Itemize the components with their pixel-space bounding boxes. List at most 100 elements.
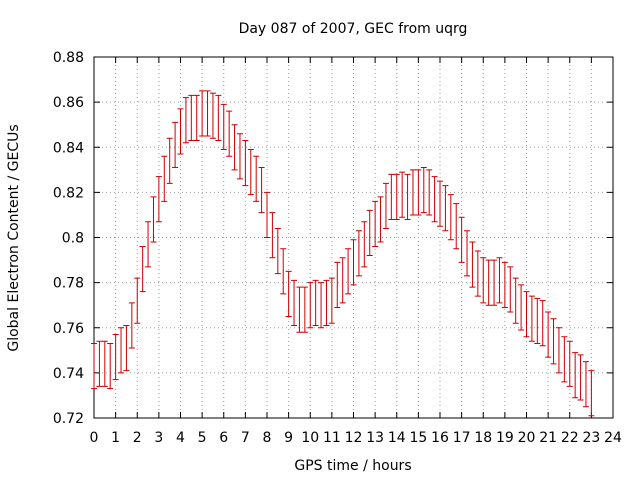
data-series (91, 90, 595, 417)
x-tick-label: 12 (345, 430, 363, 446)
x-tick-label: 6 (219, 430, 228, 446)
data-point-errorbar (577, 354, 584, 401)
data-point-errorbar (301, 286, 308, 333)
chart-title: Day 087 of 2007, GEC from uqrg (239, 21, 468, 37)
data-point-errorbar (258, 167, 265, 214)
data-point-errorbar (312, 279, 319, 326)
data-point-errorbar (264, 191, 270, 238)
data-point-errorbar (550, 318, 557, 365)
data-point-errorbar (350, 239, 357, 286)
x-axis-label: GPS time / hours (294, 458, 411, 474)
data-point-errorbar (453, 203, 460, 250)
y-axis-label: Global Electron Content / GECUs (6, 124, 22, 351)
data-point-errorbar (382, 182, 389, 229)
data-point-errorbar (442, 185, 449, 232)
x-tick-label: 3 (154, 430, 163, 446)
data-point-errorbar (523, 291, 530, 338)
data-point-errorbar (496, 257, 503, 304)
data-point-errorbar (242, 139, 249, 187)
data-point-errorbar (220, 103, 227, 151)
data-point-errorbar (534, 297, 541, 345)
data-point-errorbar (236, 133, 243, 180)
data-point-errorbar (372, 200, 379, 248)
data-point-errorbar (172, 121, 179, 169)
data-point-errorbar (101, 340, 108, 387)
data-point-errorbar (269, 212, 276, 259)
data-point-errorbar (112, 334, 119, 381)
x-tick-label: 22 (561, 430, 579, 446)
y-tick-label: 0.8 (62, 231, 84, 247)
data-point-errorbar (177, 108, 184, 155)
x-tick-label: 13 (366, 430, 384, 446)
data-point-errorbar (588, 370, 595, 417)
data-point-errorbar (199, 90, 206, 137)
data-point-errorbar (561, 336, 568, 383)
data-point-errorbar (285, 270, 292, 317)
axis-ticks (93, 56, 614, 419)
x-tick-label: 4 (176, 430, 185, 446)
data-point-errorbar (291, 279, 298, 326)
data-point-errorbar (166, 137, 173, 184)
data-point-errorbar (345, 248, 352, 295)
data-point-errorbar (507, 266, 514, 313)
data-point-errorbar (296, 286, 303, 333)
data-point-errorbar (107, 343, 114, 390)
data-point-errorbar (339, 257, 346, 304)
data-point-errorbar (318, 282, 325, 329)
data-point-errorbar (555, 327, 562, 374)
data-point-errorbar (150, 196, 157, 243)
data-point-errorbar (96, 340, 103, 387)
data-point-errorbar (404, 173, 411, 220)
x-tick-label: 19 (496, 430, 514, 446)
data-point-errorbar (134, 277, 141, 324)
x-tick-label: 8 (263, 430, 272, 446)
data-point-errorbar (458, 216, 465, 263)
data-point-errorbar (582, 361, 589, 408)
data-point-errorbar (231, 124, 238, 171)
data-point-errorbar (528, 295, 535, 342)
x-tick-labels: 0 1 2 3 4 5 6 7 8 9 10 11 12 13 14 15 16 17 18 19 20 21 22 23 24 (90, 430, 622, 446)
data-point-errorbar (253, 155, 260, 202)
data-point-errorbar (209, 92, 216, 139)
data-point-errorbar (409, 169, 416, 216)
data-point-errorbar (328, 277, 335, 324)
x-tick-label: 0 (90, 430, 99, 446)
data-point-errorbar (426, 169, 433, 216)
data-point-errorbar (139, 246, 146, 293)
data-point-errorbar (334, 261, 341, 308)
data-point-errorbar (361, 221, 368, 268)
data-point-errorbar (469, 241, 476, 288)
x-tick-label: 23 (582, 430, 600, 446)
data-point-errorbar (307, 282, 314, 329)
data-point-errorbar (420, 167, 427, 214)
x-tick-label: 9 (284, 430, 293, 446)
x-tick-label: 2 (133, 430, 142, 446)
data-point-errorbar (193, 94, 200, 141)
data-point-errorbar (539, 300, 546, 347)
data-point-errorbar (447, 194, 454, 241)
y-tick-label: 0.78 (53, 276, 84, 292)
data-point-errorbar (204, 90, 211, 137)
data-point-errorbar (518, 284, 525, 331)
data-point-errorbar (91, 343, 97, 390)
x-tick-label: 7 (241, 430, 250, 446)
data-point-errorbar (480, 257, 487, 304)
data-point-errorbar (388, 173, 395, 220)
data-point-errorbar (474, 250, 481, 297)
x-tick-label: 14 (388, 430, 406, 446)
data-point-errorbar (182, 97, 189, 144)
data-point-errorbar (415, 169, 422, 216)
x-tick-label: 16 (431, 430, 449, 446)
x-tick-label: 5 (198, 430, 207, 446)
x-tick-label: 24 (604, 430, 622, 446)
data-point-errorbar (123, 324, 130, 372)
data-point-errorbar (247, 149, 254, 196)
x-tick-label: 20 (518, 430, 536, 446)
data-point-errorbar (274, 227, 281, 275)
data-point-errorbar (485, 259, 492, 306)
data-point-errorbar (161, 155, 168, 202)
x-tick-label: 10 (301, 430, 319, 446)
data-point-errorbar (464, 230, 471, 277)
data-point-errorbar (512, 277, 519, 324)
data-point-errorbar (280, 248, 287, 295)
